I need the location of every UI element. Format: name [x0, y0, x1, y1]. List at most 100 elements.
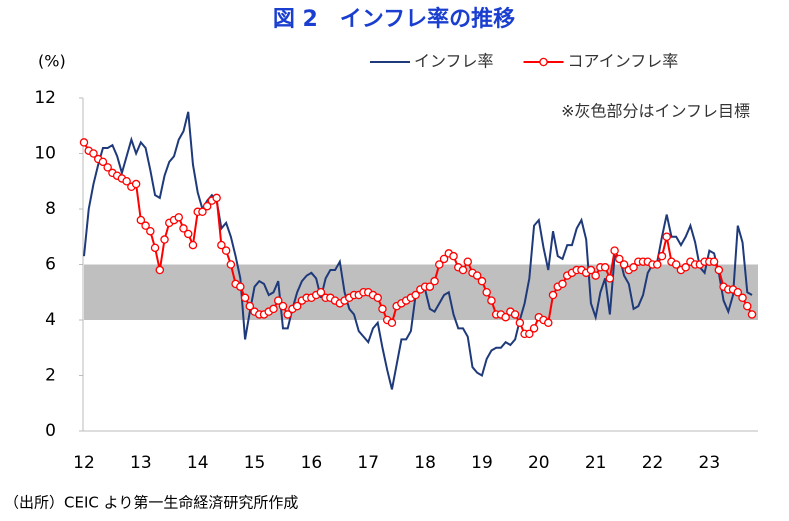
- data-point: [747, 310, 757, 319]
- data-point: [510, 310, 520, 319]
- x-tick-label: 23: [699, 453, 721, 473]
- data-point: [179, 224, 188, 233]
- data-point: [738, 293, 747, 303]
- data-point: [226, 260, 236, 269]
- series-line: [83, 111, 753, 390]
- y-tick-label: 6: [45, 255, 56, 275]
- data-point: [515, 318, 525, 328]
- data-point: [387, 318, 397, 328]
- data-point: [600, 263, 610, 272]
- data-point: [449, 251, 458, 261]
- data-point: [411, 290, 420, 300]
- data-point: [671, 260, 681, 269]
- data-point: [245, 301, 255, 311]
- data-point: [657, 251, 667, 261]
- y-axis-label: (%): [38, 52, 66, 71]
- data-point: [591, 271, 600, 280]
- data-point: [79, 138, 89, 147]
- y-tick-label: 4: [45, 310, 56, 330]
- data-point: [501, 312, 510, 322]
- x-tick-label: 12: [73, 453, 95, 473]
- data-point: [131, 179, 141, 189]
- x-tick-label: 18: [414, 453, 436, 473]
- data-point: [198, 207, 207, 217]
- data-point: [743, 301, 752, 311]
- data-point: [425, 282, 435, 291]
- legend-label: コアインフレ率: [568, 52, 679, 71]
- data-point: [278, 301, 288, 311]
- data-point: [472, 271, 482, 280]
- x-tick-label: 16: [301, 453, 323, 473]
- data-point: [477, 276, 487, 286]
- annotation: ※灰色部分はインフレ目標: [561, 102, 750, 121]
- data-point: [98, 157, 108, 167]
- data-point: [605, 274, 615, 283]
- data-point: [733, 287, 743, 297]
- x-tick-label: 20: [528, 453, 550, 473]
- data-point: [629, 263, 638, 272]
- data-point: [188, 240, 198, 250]
- data-point: [174, 213, 184, 222]
- data-point: [548, 290, 558, 300]
- data-point: [160, 235, 169, 244]
- y-tick-label: 8: [45, 199, 56, 219]
- data-point: [283, 310, 292, 319]
- data-point: [615, 254, 624, 264]
- data-point: [141, 221, 150, 230]
- x-tick-label: 22: [642, 453, 664, 473]
- data-point: [586, 265, 596, 275]
- data-point: [662, 232, 671, 241]
- data-point: [236, 282, 245, 291]
- data-point: [146, 226, 155, 236]
- y-tick-label: 10: [34, 144, 56, 164]
- data-point: [122, 176, 131, 186]
- y-tick-label: 12: [34, 88, 56, 108]
- data-point: [482, 287, 491, 297]
- data-point: [681, 263, 690, 272]
- data-point: [714, 265, 724, 275]
- data-point: [652, 260, 662, 269]
- data-point: [610, 246, 619, 255]
- data-point: [183, 229, 193, 239]
- y-tick-label: 0: [45, 421, 56, 441]
- data-point: [240, 293, 250, 303]
- data-point: [316, 287, 326, 297]
- data-point: [202, 201, 212, 211]
- data-point: [292, 301, 302, 311]
- data-point: [435, 260, 444, 269]
- data-point: [273, 296, 283, 305]
- x-tick-label: 13: [130, 453, 152, 473]
- data-point: [439, 254, 449, 264]
- x-tick-label: 21: [585, 453, 607, 473]
- data-point: [150, 243, 160, 253]
- legend-label: インフレ率: [414, 52, 494, 71]
- data-point: [544, 318, 553, 328]
- x-tick-label: 14: [187, 453, 209, 473]
- data-point: [378, 304, 387, 314]
- data-point: [155, 265, 165, 275]
- data-point: [103, 163, 112, 172]
- data-point: [89, 149, 98, 158]
- chart-title: 図 2 インフレ率の推移: [273, 6, 515, 32]
- y-tick-label: 2: [45, 366, 56, 386]
- data-point: [487, 296, 496, 305]
- x-tick-label: 19: [471, 453, 493, 473]
- data-point: [373, 293, 382, 303]
- data-point: [217, 240, 226, 250]
- data-point: [136, 215, 146, 225]
- data-point: [525, 329, 534, 339]
- data-point: [221, 246, 231, 255]
- data-point: [463, 257, 472, 266]
- x-tick-label: 17: [357, 453, 379, 473]
- legend-marker: [539, 57, 548, 67]
- data-point: [709, 257, 719, 266]
- source-note: （出所）CEIC より第一生命経済研究所作成: [4, 494, 298, 512]
- x-tick-label: 15: [244, 453, 266, 473]
- data-point: [212, 193, 221, 203]
- data-point: [529, 324, 539, 333]
- data-point: [619, 260, 629, 269]
- data-point: [558, 279, 567, 289]
- data-point: [458, 265, 468, 275]
- data-point: [430, 276, 439, 286]
